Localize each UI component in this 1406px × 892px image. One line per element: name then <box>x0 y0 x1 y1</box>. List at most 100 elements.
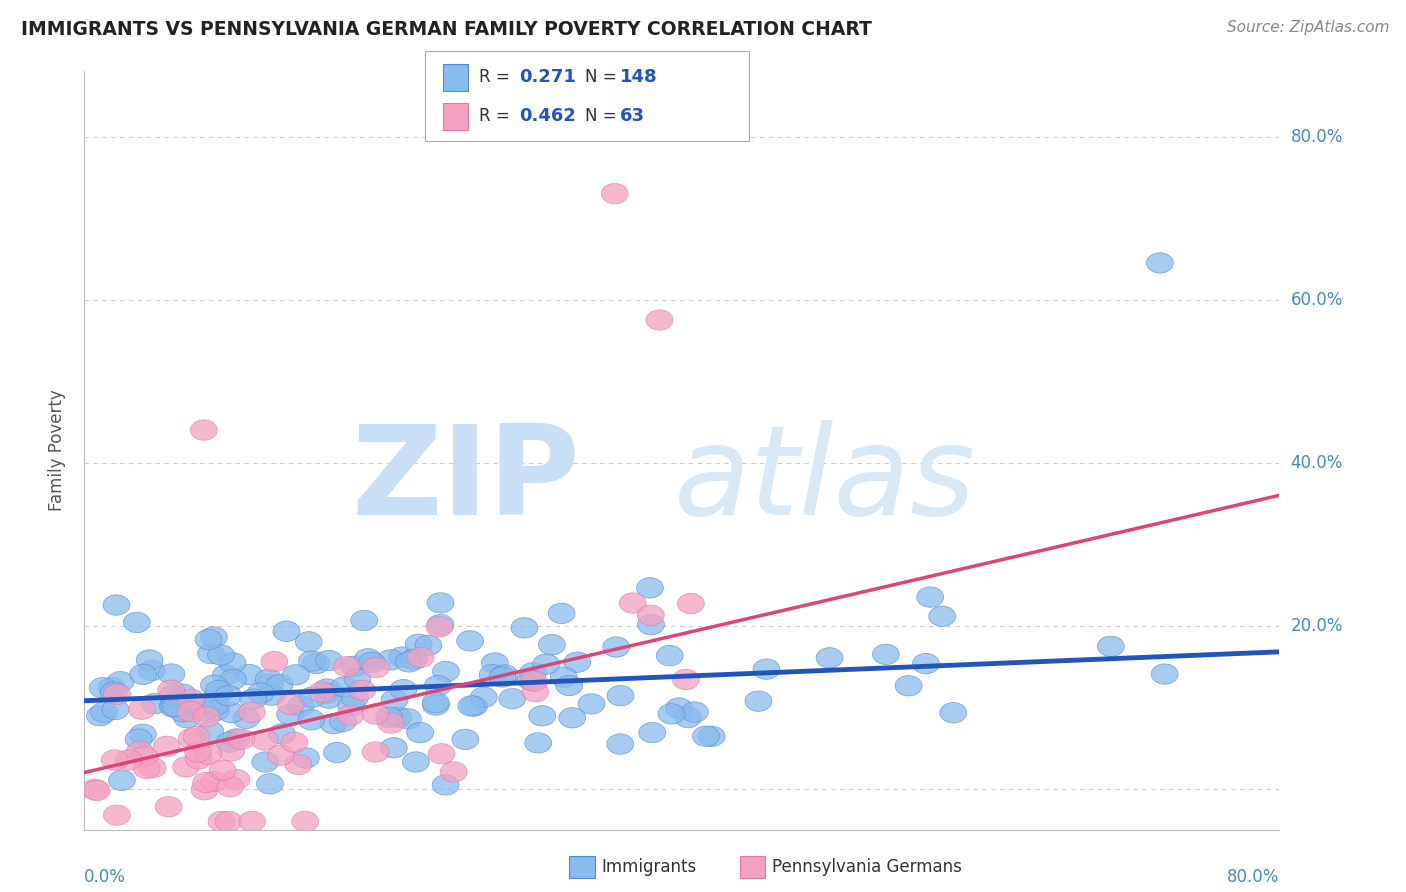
Ellipse shape <box>128 699 156 719</box>
Ellipse shape <box>427 592 454 613</box>
Ellipse shape <box>458 696 485 716</box>
Ellipse shape <box>218 702 245 723</box>
Ellipse shape <box>201 627 228 648</box>
Ellipse shape <box>157 680 184 700</box>
Ellipse shape <box>107 672 134 692</box>
Ellipse shape <box>215 686 242 706</box>
Ellipse shape <box>257 673 284 694</box>
Ellipse shape <box>491 665 517 685</box>
Ellipse shape <box>184 742 211 763</box>
Ellipse shape <box>665 698 692 718</box>
Ellipse shape <box>108 770 135 790</box>
Ellipse shape <box>548 603 575 624</box>
Text: 63: 63 <box>620 107 645 125</box>
Ellipse shape <box>315 688 342 708</box>
Ellipse shape <box>195 630 222 649</box>
Ellipse shape <box>401 649 427 670</box>
Text: 0.271: 0.271 <box>519 69 575 87</box>
Ellipse shape <box>479 665 506 685</box>
Ellipse shape <box>323 742 350 763</box>
Ellipse shape <box>224 769 250 789</box>
Ellipse shape <box>153 736 180 756</box>
Ellipse shape <box>295 632 322 652</box>
Ellipse shape <box>209 760 236 780</box>
Ellipse shape <box>517 670 544 690</box>
Ellipse shape <box>451 730 478 749</box>
Ellipse shape <box>433 661 460 681</box>
Ellipse shape <box>252 752 278 772</box>
Ellipse shape <box>337 696 364 716</box>
Ellipse shape <box>266 674 294 695</box>
Ellipse shape <box>682 702 709 723</box>
Ellipse shape <box>298 651 325 671</box>
Ellipse shape <box>236 665 263 685</box>
Ellipse shape <box>427 615 454 635</box>
Ellipse shape <box>239 811 266 831</box>
Ellipse shape <box>524 732 551 753</box>
Ellipse shape <box>607 734 634 755</box>
Ellipse shape <box>389 680 416 700</box>
Ellipse shape <box>381 738 408 758</box>
Ellipse shape <box>350 610 378 631</box>
Ellipse shape <box>169 684 195 705</box>
Ellipse shape <box>205 681 232 701</box>
Ellipse shape <box>354 648 381 669</box>
Ellipse shape <box>929 606 956 626</box>
Ellipse shape <box>101 750 128 770</box>
Ellipse shape <box>191 700 218 721</box>
Ellipse shape <box>125 729 152 749</box>
Ellipse shape <box>315 650 343 671</box>
Ellipse shape <box>314 683 340 704</box>
Text: 80.0%: 80.0% <box>1291 128 1343 145</box>
Ellipse shape <box>98 677 125 698</box>
Ellipse shape <box>529 706 555 726</box>
Ellipse shape <box>101 699 129 720</box>
Ellipse shape <box>273 621 299 641</box>
Ellipse shape <box>693 726 720 747</box>
Ellipse shape <box>222 729 250 749</box>
Ellipse shape <box>202 700 229 721</box>
Ellipse shape <box>699 726 725 747</box>
Text: Pennsylvania Germans: Pennsylvania Germans <box>772 858 962 876</box>
Ellipse shape <box>381 690 408 710</box>
Ellipse shape <box>678 593 704 614</box>
Ellipse shape <box>259 685 285 706</box>
Text: R =: R = <box>479 107 510 125</box>
Ellipse shape <box>440 762 467 782</box>
Ellipse shape <box>219 653 246 673</box>
Ellipse shape <box>281 732 308 753</box>
Ellipse shape <box>602 184 628 204</box>
Ellipse shape <box>193 706 219 727</box>
Ellipse shape <box>298 710 325 730</box>
Ellipse shape <box>283 665 309 685</box>
Ellipse shape <box>212 665 239 685</box>
Ellipse shape <box>115 750 142 770</box>
Ellipse shape <box>233 708 260 729</box>
Ellipse shape <box>422 692 449 713</box>
Ellipse shape <box>1146 252 1174 273</box>
Ellipse shape <box>408 647 434 667</box>
Ellipse shape <box>247 683 274 703</box>
Text: 148: 148 <box>620 69 658 87</box>
Ellipse shape <box>287 696 314 716</box>
Ellipse shape <box>127 741 153 762</box>
Ellipse shape <box>252 730 278 750</box>
Text: ZIP: ZIP <box>352 420 581 541</box>
Text: Immigrants: Immigrants <box>602 858 697 876</box>
Ellipse shape <box>267 745 294 765</box>
Ellipse shape <box>388 647 415 667</box>
Ellipse shape <box>329 711 356 731</box>
Ellipse shape <box>89 678 117 698</box>
Ellipse shape <box>262 651 288 672</box>
Ellipse shape <box>103 595 129 615</box>
Ellipse shape <box>299 687 326 707</box>
Ellipse shape <box>378 713 405 733</box>
Ellipse shape <box>555 675 582 696</box>
Ellipse shape <box>208 645 235 665</box>
Ellipse shape <box>314 679 340 699</box>
Ellipse shape <box>1152 664 1178 684</box>
Ellipse shape <box>277 705 304 724</box>
Text: 0.0%: 0.0% <box>84 869 127 887</box>
Ellipse shape <box>470 687 498 707</box>
Text: Source: ZipAtlas.com: Source: ZipAtlas.com <box>1226 20 1389 35</box>
